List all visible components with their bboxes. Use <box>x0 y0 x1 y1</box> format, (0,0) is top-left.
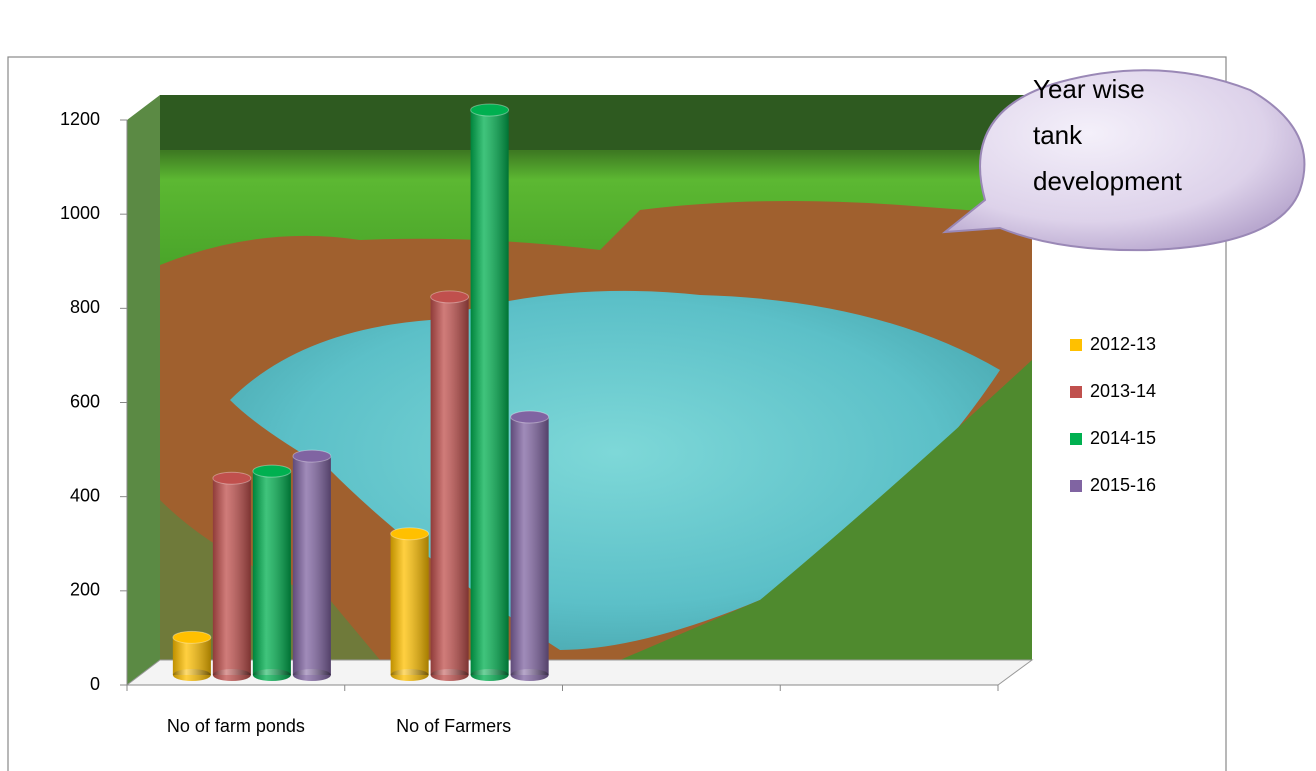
y-tick-label: 400 <box>70 485 100 505</box>
chart-frame <box>7 56 1227 771</box>
bar-bottom-shade <box>510 669 549 681</box>
bar-shade <box>510 416 549 675</box>
y-tick-label: 1200 <box>60 109 100 129</box>
x-tick-label: No of farm ponds <box>167 716 305 736</box>
bar-bottom-shade <box>252 669 291 681</box>
bar <box>212 471 252 681</box>
bar <box>390 527 430 681</box>
bar-top <box>252 464 292 478</box>
bar <box>470 103 510 681</box>
bar-top <box>510 410 550 424</box>
callout-bubble <box>941 69 1306 252</box>
bar-bottom-shade <box>172 669 211 681</box>
bar-top <box>430 290 470 304</box>
bar-top <box>292 449 332 463</box>
bar-shade <box>172 637 211 675</box>
y-tick-label: 0 <box>90 674 100 694</box>
legend-swatch <box>1070 339 1082 351</box>
legend-label: 2015-16 <box>1090 475 1156 495</box>
bar-bottom-shade <box>390 669 429 681</box>
legend-label: 2014-15 <box>1090 428 1156 448</box>
bar-shade <box>430 296 469 675</box>
legend-label: 2013-14 <box>1090 381 1156 401</box>
bar-top <box>470 103 510 117</box>
y-tick-label: 600 <box>70 391 100 411</box>
callout-text: Year wise tank development <box>1033 74 1182 196</box>
bar <box>172 630 212 681</box>
legend-label: 2012-13 <box>1090 334 1156 354</box>
x-tick-label: No of Farmers <box>396 716 511 736</box>
y-tick-label: 1000 <box>60 203 100 223</box>
bar-bottom-shade <box>212 669 251 681</box>
y-tick-label: 800 <box>70 297 100 317</box>
bar-top <box>390 527 430 541</box>
bar <box>252 464 292 681</box>
bar <box>292 449 332 681</box>
bar-top <box>172 630 212 644</box>
legend-swatch <box>1070 480 1082 492</box>
bar-shade <box>470 110 509 675</box>
bar <box>510 410 550 681</box>
legend-swatch <box>1070 433 1082 445</box>
bar-shade <box>252 471 291 675</box>
bar-bottom-shade <box>292 669 331 681</box>
y-tick-label: 200 <box>70 580 100 600</box>
bar-shade <box>212 478 251 675</box>
bar-top <box>212 471 252 485</box>
bar <box>430 290 470 681</box>
bar-shade <box>292 456 331 675</box>
legend-swatch <box>1070 386 1082 398</box>
bar-shade <box>390 533 429 675</box>
bar-bottom-shade <box>430 669 469 681</box>
bar-bottom-shade <box>470 669 509 681</box>
